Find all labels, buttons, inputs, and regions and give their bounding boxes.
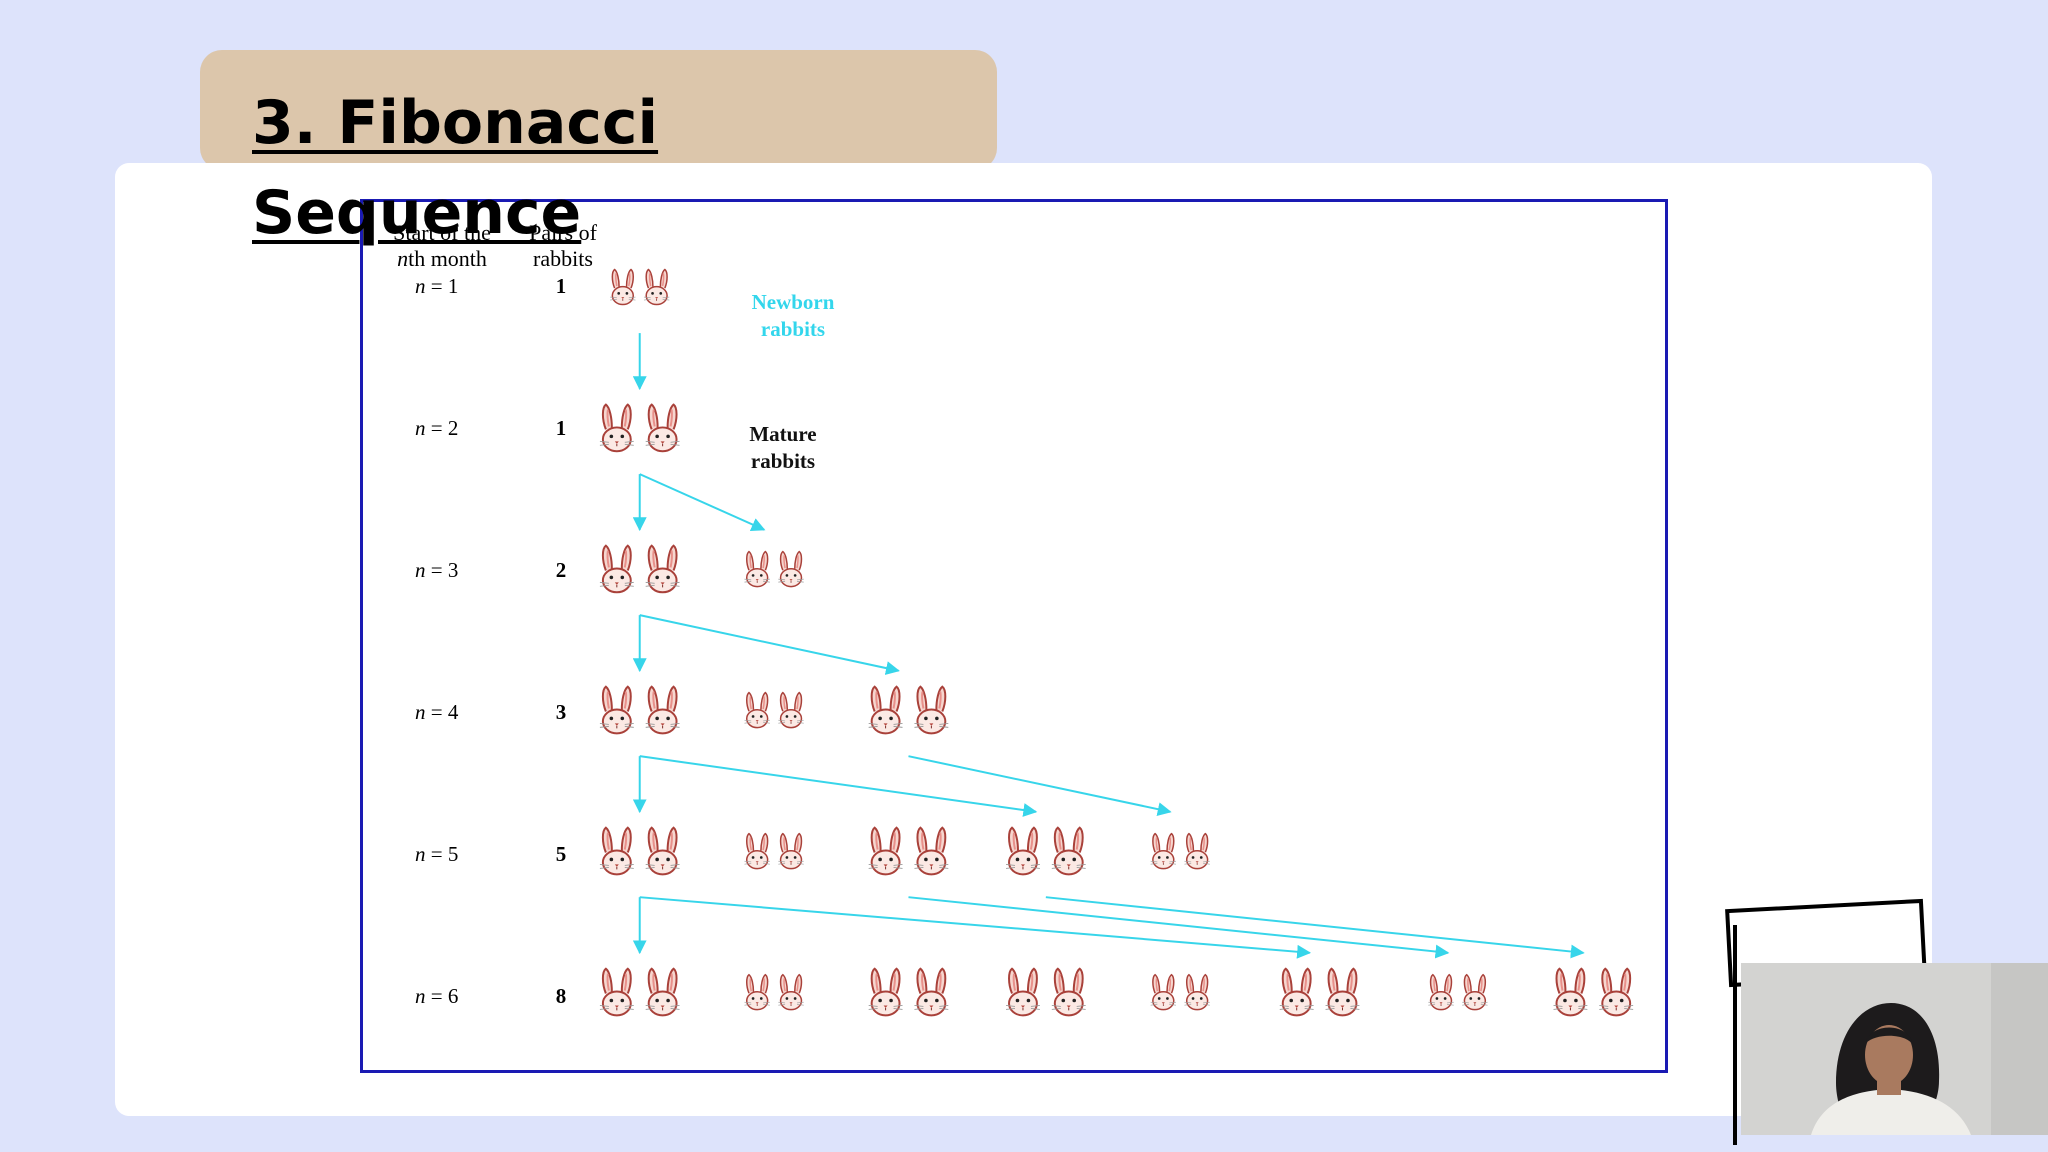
rabbit-pair-month5-4-bunny-1 xyxy=(1004,826,1042,876)
rabbit-pair-month2-1-bunny-2 xyxy=(644,403,681,453)
arrow-m5-p1-birth xyxy=(639,896,1312,959)
row-label-rest: = 2 xyxy=(425,416,459,440)
arrow-m5-p4-birth xyxy=(1045,896,1585,959)
mature-rabbits-label: Mature rabbits xyxy=(728,421,838,475)
rabbit-pair-month5-5-bunny-2 xyxy=(1183,832,1211,870)
row-label-rest: = 5 xyxy=(425,842,459,866)
arrow-m2-p1-birth xyxy=(639,473,766,531)
row-label-month-4: n = 4 xyxy=(415,700,458,725)
rabbit-pair-month6-3-bunny-1 xyxy=(867,967,904,1017)
rabbit-pair-month3-1-bunny-1 xyxy=(598,544,636,594)
rabbit-pair-month1-1-bunny-2 xyxy=(643,268,671,306)
row-label-rest: = 4 xyxy=(425,700,459,724)
rabbit-pair-month3-1-bunny-2 xyxy=(644,544,681,594)
row-pair-count-1: 1 xyxy=(555,274,567,298)
rabbit-pair-month6-1-bunny-2 xyxy=(644,967,681,1017)
presenter-video-icon xyxy=(1741,963,2048,1135)
arrow-m4-p1-birth xyxy=(639,755,1038,817)
row-pair-count-4: 3 xyxy=(555,700,567,724)
newborn-label-line2: rabbits xyxy=(760,317,826,341)
row-label-var: n xyxy=(415,416,426,440)
arrow-m3-p1-birth xyxy=(639,614,900,675)
rabbit-pair-month2-1-bunny-1 xyxy=(598,403,636,453)
rabbit-tree-svg xyxy=(598,268,1635,1017)
rabbit-pair-month4-2-bunny-2 xyxy=(777,691,805,729)
header-pairs-line1: Pairs of xyxy=(529,220,597,245)
rabbit-pair-month6-5-bunny-2 xyxy=(1183,973,1211,1011)
header-pairs: Pairs of rabbits xyxy=(513,220,613,272)
rabbit-pair-month6-8-bunny-2 xyxy=(1597,967,1635,1017)
rabbit-pair-month5-1-bunny-2 xyxy=(644,826,681,876)
rabbit-pair-month6-2-bunny-1 xyxy=(743,973,771,1011)
row-label-month-3: n = 3 xyxy=(415,558,458,583)
arrow-m4-p3-birth xyxy=(908,755,1172,816)
rabbit-pair-month4-1-bunny-2 xyxy=(644,685,681,735)
rabbit-pair-month5-2-bunny-1 xyxy=(743,832,771,870)
rabbit-pair-month6-8-bunny-1 xyxy=(1552,967,1589,1017)
row-label-var: n xyxy=(415,842,426,866)
rabbit-pair-month4-3-bunny-1 xyxy=(867,685,904,735)
row-label-var: n xyxy=(415,274,426,298)
slide-title: 3. Fibonacci Sequence xyxy=(252,88,659,248)
header-month-rest: th month xyxy=(408,246,487,271)
arrows-layer xyxy=(632,333,1585,959)
fibonacci-rabbit-diagram: Start of the nth month Pairs of rabbits … xyxy=(360,199,1668,1073)
rabbit-pair-month6-6-bunny-2 xyxy=(1324,967,1361,1017)
rabbit-pair-month6-6-bunny-1 xyxy=(1278,967,1315,1017)
rabbit-pair-month4-3-bunny-2 xyxy=(913,685,950,735)
mature-label-line1: Mature xyxy=(749,422,817,446)
rabbit-pair-month6-5-bunny-1 xyxy=(1149,973,1177,1011)
rabbit-pair-month6-1-bunny-1 xyxy=(598,967,636,1017)
row-label-month-1: n = 1 xyxy=(415,274,458,299)
rabbit-pair-month4-1-bunny-1 xyxy=(598,685,636,735)
row-label-rest: = 6 xyxy=(425,984,459,1008)
rabbit-pair-month5-5-bunny-1 xyxy=(1149,832,1177,870)
row-pair-count-5: 5 xyxy=(555,842,567,866)
row-pair-count-6: 8 xyxy=(555,984,567,1008)
row-label-rest: = 3 xyxy=(425,558,459,582)
rabbit-pair-month6-7-bunny-1 xyxy=(1427,973,1455,1011)
rabbit-pair-month6-2-bunny-2 xyxy=(777,973,805,1011)
header-month-var: n xyxy=(397,246,409,271)
header-month-line2: nth month xyxy=(377,246,507,272)
rabbits-layer xyxy=(598,268,1635,1017)
row-label-month-2: n = 2 xyxy=(415,416,458,441)
row-pair-count-3: 2 xyxy=(555,558,567,582)
rabbit-pair-month6-7-bunny-2 xyxy=(1461,973,1489,1011)
row-label-var: n xyxy=(415,700,426,724)
header-month-line1: Start of the xyxy=(393,220,491,245)
webcam-feed xyxy=(1741,963,2048,1135)
rabbit-pair-month4-2-bunny-1 xyxy=(743,691,771,729)
title-tab xyxy=(200,50,997,170)
row-label-var: n xyxy=(415,558,426,582)
rabbit-pair-month5-1-bunny-1 xyxy=(598,826,636,876)
row-label-month-6: n = 6 xyxy=(415,984,458,1009)
sticky-note-edge xyxy=(1733,925,1767,1145)
row-pair-count-2: 1 xyxy=(555,416,567,440)
row-label-month-5: n = 5 xyxy=(415,842,458,867)
rabbit-pair-month6-3-bunny-2 xyxy=(913,967,950,1017)
rabbit-pair-month5-3-bunny-1 xyxy=(867,826,904,876)
row-label-rest: = 1 xyxy=(425,274,459,298)
rabbit-pair-month3-2-bunny-1 xyxy=(743,550,771,588)
mature-label-line2: rabbits xyxy=(750,449,816,473)
rabbit-pair-month5-2-bunny-2 xyxy=(777,832,805,870)
rabbit-pair-month3-2-bunny-2 xyxy=(777,550,805,588)
rabbit-pair-month6-4-bunny-2 xyxy=(1050,967,1087,1017)
rabbit-pair-month1-1-bunny-1 xyxy=(609,268,637,306)
rabbit-pair-month6-4-bunny-1 xyxy=(1004,967,1042,1017)
arrow-m5-p3-birth xyxy=(908,896,1450,959)
header-month: Start of the nth month xyxy=(377,220,507,272)
header-pairs-line2: rabbits xyxy=(533,246,593,271)
rabbit-pair-month5-3-bunny-2 xyxy=(913,826,950,876)
row-label-var: n xyxy=(415,984,426,1008)
newborn-rabbits-label: Newborn rabbits xyxy=(733,289,853,343)
rabbit-pair-month5-4-bunny-2 xyxy=(1050,826,1087,876)
newborn-label-line1: Newborn xyxy=(751,290,835,314)
